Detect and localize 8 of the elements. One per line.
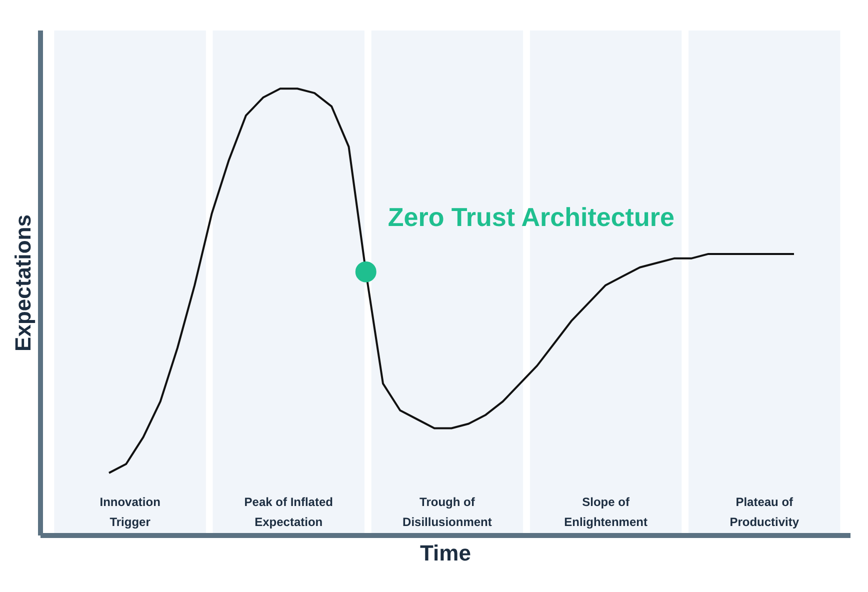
annotation: Zero Trust Architecture [388, 202, 674, 232]
annotation: Innovation Trigger [100, 495, 160, 529]
annotation: Trough of Disillusionment [402, 495, 492, 529]
x-axis-title: Time [420, 540, 471, 566]
y-axis-title: Expectations [10, 214, 36, 352]
annotation: Slope of Enlightenment [564, 495, 648, 529]
annotation: Plateau of Productivity [730, 495, 800, 529]
annotation: Peak of Inflated Expectation [244, 495, 333, 529]
